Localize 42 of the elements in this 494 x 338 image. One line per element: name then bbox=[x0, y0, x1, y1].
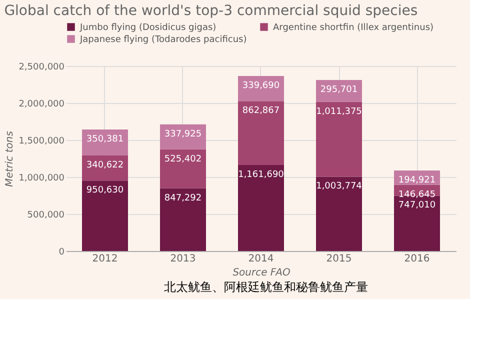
bar bbox=[82, 180, 128, 251]
data-label: 847,292 bbox=[164, 193, 202, 204]
x-tick-label: 2013 bbox=[170, 254, 196, 264]
bar bbox=[160, 149, 206, 188]
legend-label: Jumbo flying (Dosidicus gigas) bbox=[79, 23, 216, 33]
data-label: 1,011,375 bbox=[316, 106, 362, 117]
x-tick-label: 2015 bbox=[326, 254, 352, 264]
y-tick-label: 0 bbox=[58, 248, 65, 258]
x-axis-title: Source FAO bbox=[232, 268, 290, 278]
bar bbox=[316, 176, 362, 251]
bar bbox=[238, 101, 284, 166]
data-label: 1,003,774 bbox=[316, 182, 362, 192]
bar bbox=[82, 130, 128, 156]
text: 北太鱿鱼、阿根廷鱿鱼和秘鲁鱿鱼产量 bbox=[164, 280, 368, 294]
data-label: 146,645 bbox=[398, 190, 436, 200]
bar bbox=[160, 188, 206, 251]
y-tick-label: 500,000 bbox=[27, 210, 65, 220]
data-label: 862,867 bbox=[242, 106, 280, 116]
x-tick-label: 2012 bbox=[92, 254, 118, 264]
y-axis-title: Metric tons bbox=[4, 131, 16, 187]
legend-label: Japanese flying (Todarodes pacificus) bbox=[79, 35, 247, 45]
x-tick-label: 2016 bbox=[404, 254, 430, 264]
data-label: 194,921 bbox=[398, 175, 436, 186]
data-label: 1,161,690 bbox=[238, 170, 284, 180]
legend-label: Argentine shortfin (Illex argentinus) bbox=[273, 23, 434, 33]
bar bbox=[160, 124, 206, 150]
data-label: 295,701 bbox=[320, 84, 358, 95]
y-tick-label: 2,000,000 bbox=[18, 100, 65, 110]
y-tick-label: 1,000,000 bbox=[18, 174, 65, 184]
x-tick-label: 2014 bbox=[248, 254, 274, 264]
data-label: 339,690 bbox=[242, 81, 280, 92]
bar bbox=[238, 165, 284, 251]
bar bbox=[316, 102, 362, 177]
data-label: 950,630 bbox=[86, 186, 124, 196]
data-label: 747,010 bbox=[398, 200, 436, 211]
chart-title: Global catch of the world's top-3 commercial squid species bbox=[4, 3, 418, 19]
data-label: 337,925 bbox=[164, 129, 202, 140]
data-label: 350,381 bbox=[86, 134, 124, 145]
data-label: 525,402 bbox=[164, 154, 202, 164]
y-tick-label: 1,500,000 bbox=[18, 136, 65, 146]
y-tick-label: 2,500,000 bbox=[18, 62, 65, 72]
data-label: 340,622 bbox=[86, 160, 124, 170]
